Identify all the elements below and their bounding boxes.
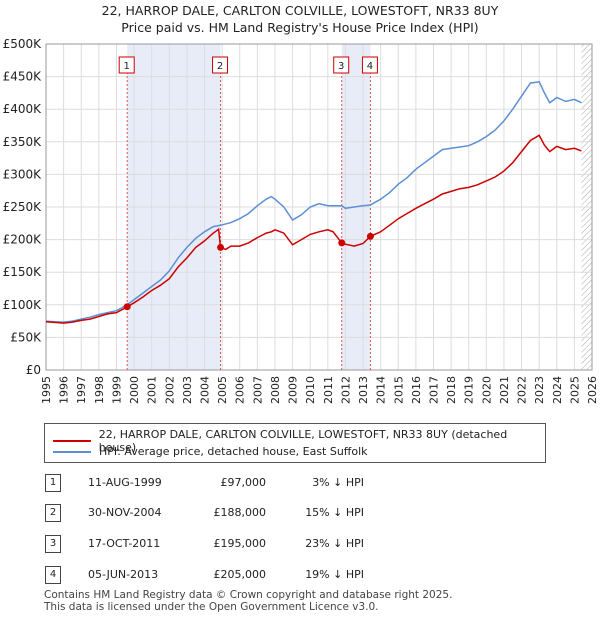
- footer: Contains HM Land Registry data © Crown c…: [44, 589, 452, 613]
- sale-number-badge: 1: [45, 474, 61, 492]
- sale-label-text: 2: [217, 61, 223, 72]
- sale-date: 17-OCT-2011: [88, 537, 161, 550]
- sale-label-box: [118, 56, 135, 74]
- sale-date: 11-AUG-1999: [88, 476, 162, 489]
- sale-point: [366, 232, 374, 240]
- y-tick-label: £350K: [3, 135, 43, 149]
- sale-point: [338, 239, 346, 247]
- x-tick-label: 2007: [251, 376, 264, 404]
- sale-number-badge: 3: [45, 535, 61, 553]
- sale-hpi-diff: 15% ↓ HPI: [305, 506, 364, 519]
- plot-border: [45, 43, 593, 371]
- chart-title: 22, HARROP DALE, CARLTON COLVILLE, LOWES…: [101, 3, 499, 18]
- sale-date: 30-NOV-2004: [88, 506, 162, 519]
- x-tick-label: 2021: [498, 376, 511, 404]
- y-tick-label: £400K: [3, 102, 43, 116]
- sale-hpi-diff: 3% ↓ HPI: [312, 476, 364, 489]
- sale-label-text: 3: [338, 61, 344, 72]
- x-tick-label: 2003: [181, 376, 194, 404]
- x-tick-label: 2001: [146, 376, 159, 404]
- table-row: 3 17-OCT-2011 £195,000 23% ↓ HPI: [44, 535, 564, 555]
- x-tick-label: 2011: [322, 376, 335, 404]
- chart-subtitle: Price paid vs. HM Land Registry's House …: [121, 20, 479, 35]
- x-tick-label: 2004: [199, 376, 212, 404]
- y-tick-label: £250K: [3, 200, 43, 214]
- footer-licence: This data is licensed under the Open Gov…: [44, 601, 379, 613]
- sale-point: [123, 303, 131, 311]
- x-tick-label: 1995: [40, 376, 53, 404]
- x-tick-label: 1997: [75, 376, 88, 404]
- table-row: 2 30-NOV-2004 £188,000 15% ↓ HPI: [44, 504, 564, 524]
- x-tick-label: 2008: [269, 376, 282, 404]
- x-tick-label: 2006: [234, 376, 247, 404]
- x-tick-label: 2026: [586, 376, 599, 404]
- table-row: 4 05-JUN-2013 £205,000 19% ↓ HPI: [44, 566, 564, 586]
- legend-item-property: 22, HARROP DALE, CARLTON COLVILLE, LOWES…: [53, 428, 545, 454]
- legend-label-property: 22, HARROP DALE, CARLTON COLVILLE, LOWES…: [98, 428, 508, 454]
- y-tick-label: £50K: [10, 330, 42, 344]
- x-tick-label: 2010: [304, 376, 317, 404]
- y-tick-label: £300K: [3, 167, 43, 181]
- x-tick-label: 2009: [287, 376, 300, 404]
- x-tick-label: 2025: [568, 376, 581, 404]
- sale-hpi-diff: 23% ↓ HPI: [305, 537, 364, 550]
- x-tick-label: 2015: [392, 376, 405, 404]
- legend-swatch-property: [53, 440, 91, 442]
- x-tick-label: 2016: [410, 376, 423, 404]
- x-tick-label: 2024: [551, 376, 564, 404]
- footer-copyright: Contains HM Land Registry data © Crown c…: [44, 589, 453, 601]
- y-tick-label: £150K: [3, 265, 43, 279]
- x-tick-label: 2023: [533, 376, 546, 404]
- sale-number-badge: 4: [45, 566, 61, 584]
- price-chart: £0 £50K £100K £150K £200K £250K £300K £350K £400…: [3, 37, 599, 404]
- series-line-property: [45, 134, 582, 324]
- x-tick-label: 2014: [375, 376, 388, 404]
- x-tick-label: 2020: [480, 376, 493, 404]
- x-tick-label: 1998: [93, 376, 106, 404]
- x-tick-label: 2002: [163, 376, 176, 404]
- sale-price: £97,000: [220, 476, 267, 489]
- x-tick-label: 2018: [445, 376, 458, 404]
- sale-number-badge: 2: [45, 504, 61, 522]
- series-line-hpi: [45, 80, 582, 323]
- y-tick-label: £450K: [3, 70, 43, 84]
- sale-label-box: [361, 56, 378, 74]
- sale-price: £188,000: [213, 506, 267, 519]
- sale-label-text: 4: [367, 61, 373, 72]
- legend: 22, HARROP DALE, CARLTON COLVILLE, LOWES…: [44, 423, 546, 463]
- sale-hpi-diff: 19% ↓ HPI: [305, 568, 364, 581]
- sale-price: £205,000: [213, 568, 267, 581]
- y-tick-label: £0: [26, 363, 41, 377]
- y-tick-label: £500K: [3, 37, 43, 51]
- table-row: 1 11-AUG-1999 £97,000 3% ↓ HPI: [44, 474, 564, 494]
- sale-label-text: 1: [124, 61, 130, 72]
- x-tick-label: 2013: [357, 376, 370, 404]
- legend-swatch-hpi: [53, 450, 91, 453]
- x-tick-label: 2012: [339, 376, 352, 404]
- x-tick-label: 2019: [463, 376, 476, 404]
- sale-date: 05-JUN-2013: [88, 568, 159, 581]
- x-tick-label: 1999: [110, 376, 123, 404]
- sale-price: £195,000: [213, 537, 267, 550]
- legend-item-hpi: HPI: Average price, detached house, East…: [53, 445, 368, 458]
- y-tick-label: £100K: [3, 298, 43, 312]
- x-tick-label: 2022: [516, 376, 529, 404]
- sale-point: [217, 243, 225, 251]
- x-tick-label: 2017: [427, 376, 440, 404]
- legend-label-hpi: HPI: Average price, detached house, East…: [99, 445, 368, 458]
- sale-label-box: [333, 56, 350, 74]
- x-tick-label: 2000: [128, 376, 141, 404]
- sale-label-box: [212, 56, 229, 74]
- x-tick-label: 1996: [58, 376, 71, 404]
- y-tick-label: £200K: [3, 233, 43, 247]
- x-tick-label: 2005: [216, 376, 229, 404]
